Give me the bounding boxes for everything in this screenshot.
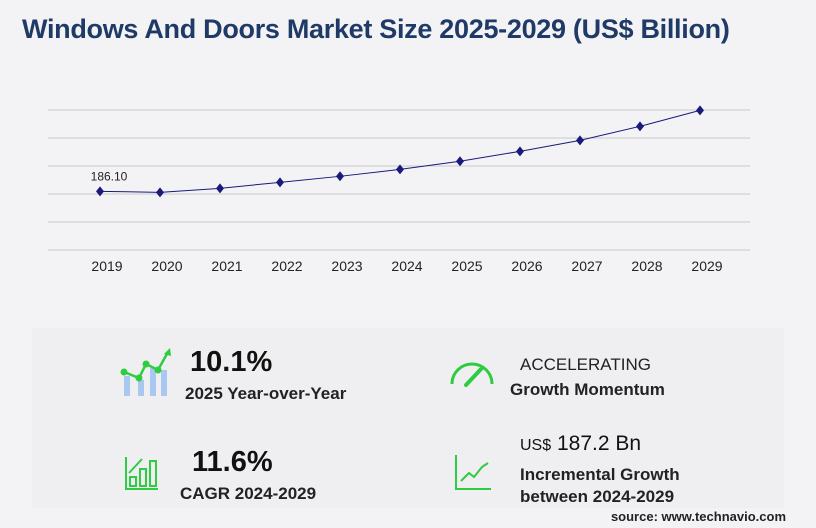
data-point <box>276 177 284 188</box>
x-tick-label: 2024 <box>391 258 422 274</box>
data-point <box>456 156 464 167</box>
currency-prefix: US$ <box>520 437 552 454</box>
source-credit: source: www.technavio.com <box>610 509 786 524</box>
x-tick-label: 2027 <box>571 258 602 274</box>
incremental-value: US$ 187.2 Bn <box>520 432 641 456</box>
x-tick-label: 2025 <box>451 258 482 274</box>
data-point <box>636 121 644 132</box>
yoy-label: 2025 Year-over-Year <box>185 384 347 403</box>
line-chart: 2019 2020 2021 2022 2023 2024 2025 2026 2027 2028… <box>48 105 750 274</box>
series-line <box>99 109 701 193</box>
bar-trend-icon <box>120 348 171 396</box>
data-point <box>516 146 524 157</box>
yoy-value: 10.1% <box>190 346 273 378</box>
momentum-value: ACCELERATING <box>520 355 651 374</box>
chart-title: Windows And Doors Market Size 2025-2029 … <box>22 14 730 44</box>
data-point <box>576 135 584 146</box>
data-point <box>696 105 704 116</box>
incremental-label-1: Incremental Growth <box>520 465 680 484</box>
x-tick-label: 2022 <box>271 258 302 274</box>
bar-chart-growth-icon <box>125 457 158 490</box>
data-point <box>396 164 404 175</box>
incremental-label-2: between 2024-2029 <box>520 487 675 506</box>
data-label: 186.10 <box>91 169 128 183</box>
incremental-amount: 187.2 Bn <box>556 432 642 455</box>
x-tick-label: 2021 <box>211 258 242 274</box>
x-tick-label: 2026 <box>511 258 542 274</box>
stats-panel <box>32 328 784 508</box>
x-tick-label: 2019 <box>91 258 122 274</box>
x-tick-label: 2023 <box>331 258 362 274</box>
cagr-label: CAGR 2024-2029 <box>180 484 317 503</box>
cagr-value: 11.6% <box>192 446 273 478</box>
x-tick-label: 2028 <box>631 258 662 274</box>
data-point <box>216 183 224 194</box>
line-growth-icon <box>455 455 491 490</box>
data-point <box>96 186 104 197</box>
x-tick-label: 2029 <box>691 258 722 274</box>
data-point <box>336 171 344 182</box>
speedometer-icon <box>450 362 494 387</box>
x-tick-label: 2020 <box>151 258 182 274</box>
momentum-label: Growth Momentum <box>510 380 665 399</box>
data-point <box>156 187 164 198</box>
